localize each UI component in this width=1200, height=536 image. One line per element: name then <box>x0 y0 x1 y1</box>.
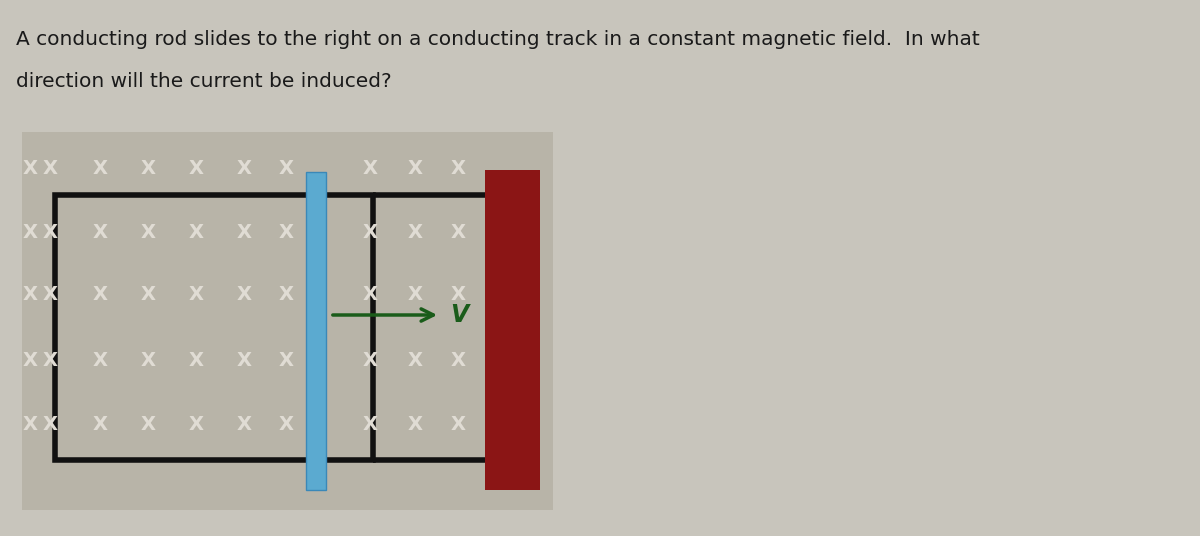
Text: X: X <box>42 351 58 369</box>
Text: X: X <box>450 415 466 435</box>
Text: X: X <box>23 159 37 177</box>
Text: X: X <box>278 286 294 304</box>
Text: X: X <box>278 159 294 177</box>
Text: X: X <box>23 286 37 304</box>
Text: X: X <box>450 286 466 304</box>
Text: X: X <box>450 222 466 242</box>
Text: X: X <box>23 222 37 242</box>
Text: X: X <box>278 415 294 435</box>
Bar <box>55 195 373 460</box>
Text: X: X <box>140 159 156 177</box>
Text: direction will the current be induced?: direction will the current be induced? <box>16 72 391 91</box>
Text: X: X <box>236 286 252 304</box>
Text: X: X <box>92 159 108 177</box>
Text: X: X <box>278 222 294 242</box>
Text: X: X <box>23 415 37 435</box>
Text: X: X <box>92 415 108 435</box>
Text: X: X <box>140 415 156 435</box>
Text: X: X <box>188 159 204 177</box>
Text: X: X <box>408 222 422 242</box>
Text: X: X <box>450 159 466 177</box>
Text: X: X <box>362 222 378 242</box>
Text: X: X <box>140 222 156 242</box>
Text: V: V <box>450 303 468 327</box>
Text: X: X <box>450 351 466 369</box>
Text: X: X <box>42 222 58 242</box>
Text: X: X <box>42 159 58 177</box>
Text: A conducting rod slides to the right on a conducting track in a constant magneti: A conducting rod slides to the right on … <box>16 30 979 49</box>
Text: X: X <box>92 222 108 242</box>
Text: X: X <box>362 286 378 304</box>
Bar <box>485 170 540 490</box>
Text: X: X <box>236 159 252 177</box>
Text: X: X <box>42 415 58 435</box>
Text: X: X <box>408 159 422 177</box>
Text: X: X <box>42 286 58 304</box>
Text: X: X <box>362 351 378 369</box>
Text: X: X <box>140 351 156 369</box>
Text: X: X <box>408 286 422 304</box>
Text: X: X <box>140 286 156 304</box>
Text: X: X <box>188 222 204 242</box>
Bar <box>306 172 326 490</box>
Text: X: X <box>188 286 204 304</box>
Text: X: X <box>92 286 108 304</box>
Text: X: X <box>408 415 422 435</box>
Text: X: X <box>23 351 37 369</box>
Text: X: X <box>278 351 294 369</box>
Text: X: X <box>236 415 252 435</box>
Text: X: X <box>236 222 252 242</box>
Text: X: X <box>236 351 252 369</box>
Text: X: X <box>188 351 204 369</box>
Text: X: X <box>362 159 378 177</box>
Text: X: X <box>408 351 422 369</box>
Text: X: X <box>92 351 108 369</box>
Text: X: X <box>188 415 204 435</box>
Bar <box>22 132 553 510</box>
Text: X: X <box>362 415 378 435</box>
